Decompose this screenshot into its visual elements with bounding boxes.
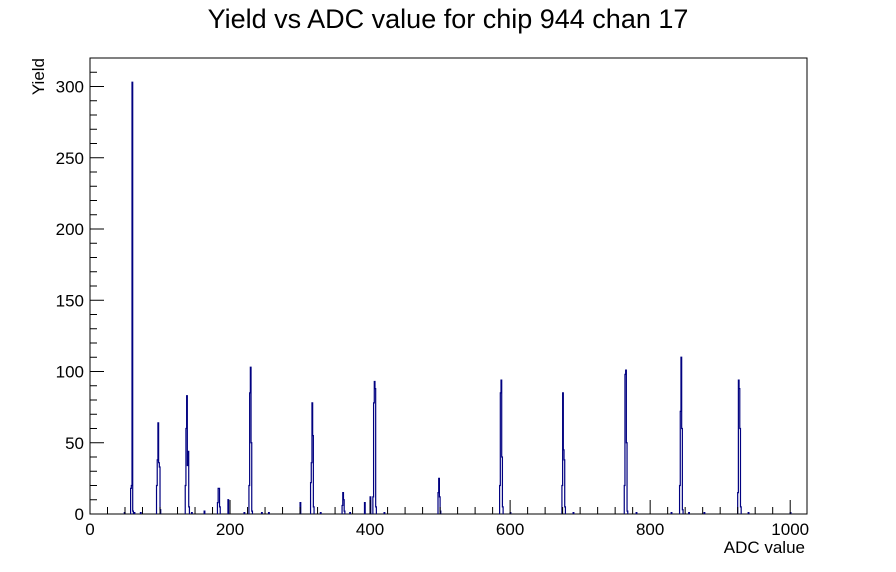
y-axis-label: Yield — [29, 58, 48, 95]
y-tick-label: 0 — [75, 505, 84, 524]
histogram-bin — [159, 463, 160, 514]
x-tick-label: 400 — [356, 520, 384, 539]
x-tick-label: 600 — [496, 520, 524, 539]
histogram-outline — [123, 81, 792, 514]
y-tick-label: 100 — [56, 363, 84, 382]
x-tick-label: 800 — [636, 520, 664, 539]
histogram-bins — [124, 82, 791, 514]
y-tick-label: 50 — [65, 434, 84, 453]
y-tick-label: 250 — [56, 149, 84, 168]
y-axis: 0 50 100 150 200 250 300 — [56, 57, 104, 524]
y-tick-label: 200 — [56, 220, 84, 239]
y-tick-label: 150 — [56, 291, 84, 310]
x-axis-label: ADC value — [724, 538, 805, 557]
chart-title: Yield vs ADC value for chip 944 chan 17 — [208, 4, 689, 34]
y-tick-label: 300 — [56, 78, 84, 97]
x-axis: 0 200 400 600 800 1000 — [85, 500, 809, 539]
x-tick-label: 1000 — [771, 520, 809, 539]
x-tick-label: 0 — [85, 520, 94, 539]
histogram-bin — [187, 466, 188, 514]
plot-frame — [89, 57, 808, 515]
x-tick-label: 200 — [216, 520, 244, 539]
histogram-bin — [131, 486, 132, 515]
